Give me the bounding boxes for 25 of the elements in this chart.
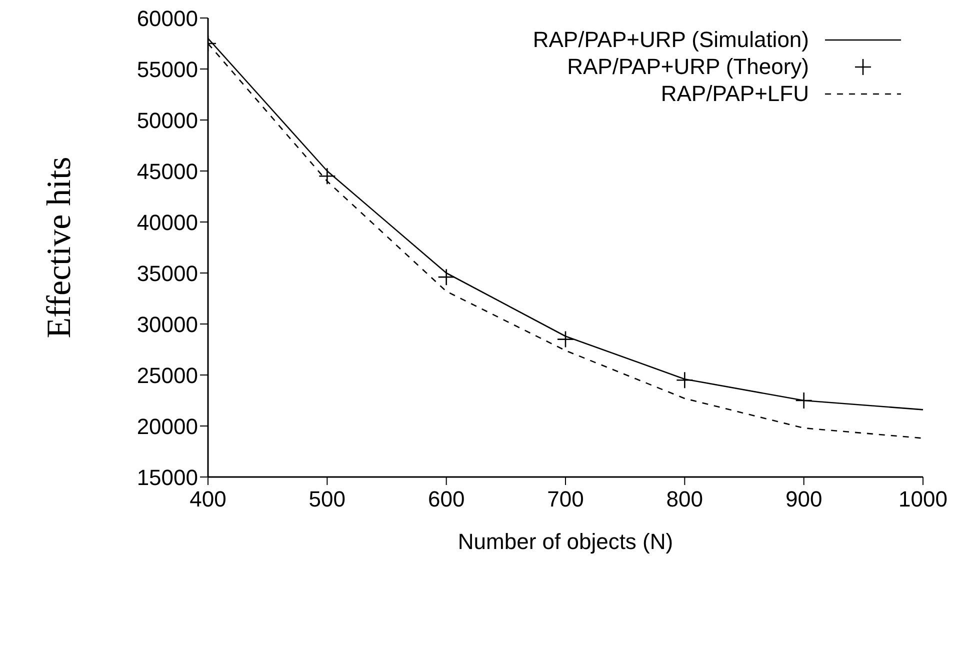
y-tick-label: 40000 bbox=[136, 210, 198, 235]
legend-label: RAP/PAP+URP (Theory) bbox=[567, 54, 809, 80]
x-tick-label: 900 bbox=[785, 486, 822, 512]
x-tick-label: 800 bbox=[666, 486, 704, 512]
y-tick-label: 45000 bbox=[136, 158, 198, 184]
y-tick-label: 25000 bbox=[136, 362, 198, 388]
y-tick-label: 35000 bbox=[136, 260, 198, 286]
point bbox=[438, 268, 455, 286]
point bbox=[318, 167, 336, 185]
point bbox=[795, 392, 812, 410]
legend-label: RAP/PAP+LFU bbox=[660, 80, 809, 106]
x-tick-label: 1000 bbox=[898, 486, 948, 512]
legend-label: RAP/PAP+URP (Simulation) bbox=[532, 26, 809, 52]
y-tick-label: 55000 bbox=[136, 56, 198, 82]
y-tick-label: 50000 bbox=[136, 108, 198, 133]
x-tick-label: 700 bbox=[547, 486, 584, 512]
y-tick-label: 30000 bbox=[136, 312, 198, 337]
y-tick-label: 20000 bbox=[136, 414, 198, 439]
point bbox=[676, 371, 694, 389]
y-axis-title: Effective hits bbox=[41, 156, 78, 338]
y-tick-label: 60000 bbox=[136, 6, 198, 31]
x-axis-title: Number of objects (N) bbox=[458, 529, 674, 554]
x-tick-label: 500 bbox=[308, 486, 346, 512]
point bbox=[556, 330, 574, 348]
x-tick-label: 600 bbox=[428, 486, 465, 512]
